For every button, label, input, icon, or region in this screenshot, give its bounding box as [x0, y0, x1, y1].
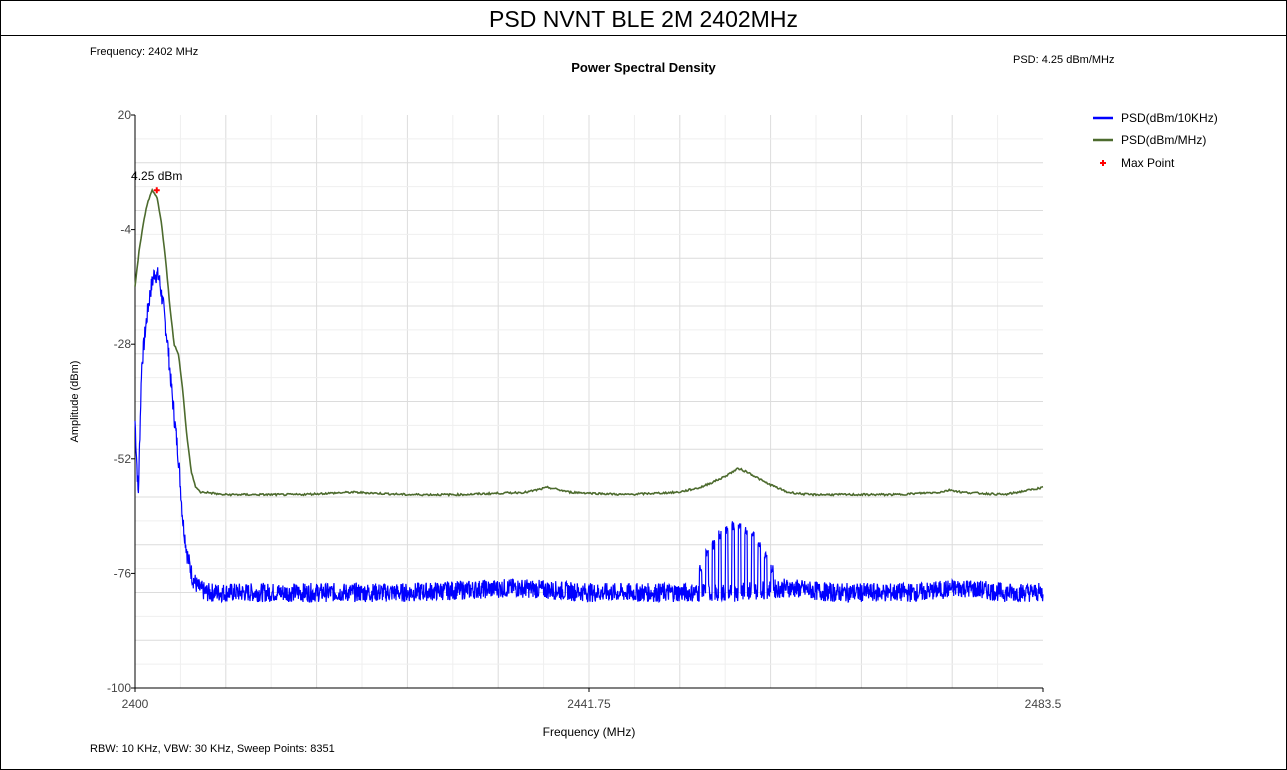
x-axis-label: Frequency (MHz) [543, 725, 636, 739]
y-tick-label: -4 [120, 223, 131, 237]
y-tick-label: 20 [118, 108, 132, 122]
legend-psd-mhz-label: PSD(dBm/MHz) [1121, 133, 1206, 147]
chart-title: Power Spectral Density [571, 60, 716, 75]
x-tick-label: 2400 [122, 697, 149, 711]
x-tick-label: 2441.75 [567, 697, 611, 711]
frequency-readout: Frequency: 2402 MHz [90, 46, 199, 58]
series-psd-10khz-line [134, 267, 1044, 604]
y-tick-label: -100 [107, 681, 131, 695]
y-axis-label: Amplitude (dBm) [69, 361, 81, 443]
x-tick-label: 2483.5 [1025, 697, 1062, 711]
page-title: PSD NVNT BLE 2M 2402MHz [1, 1, 1286, 36]
y-tick-label: -52 [114, 452, 132, 466]
psd-readout: PSD: 4.25 dBm/MHz [1013, 54, 1115, 66]
y-tick-label: -76 [114, 566, 132, 580]
legend-max-point-marker [1100, 160, 1106, 166]
legend-max-point-label: Max Point [1121, 156, 1175, 170]
max-point-marker [153, 187, 160, 194]
sweep-settings-readout: RBW: 10 KHz, VBW: 30 KHz, Sweep Points: … [90, 743, 335, 755]
y-tick-label: -28 [114, 337, 132, 351]
legend-psd-10khz-label: PSD(dBm/10KHz) [1121, 111, 1218, 125]
max-point-label: 4.25 dBm [131, 169, 182, 183]
series-psd-mhz-line [134, 187, 1044, 497]
